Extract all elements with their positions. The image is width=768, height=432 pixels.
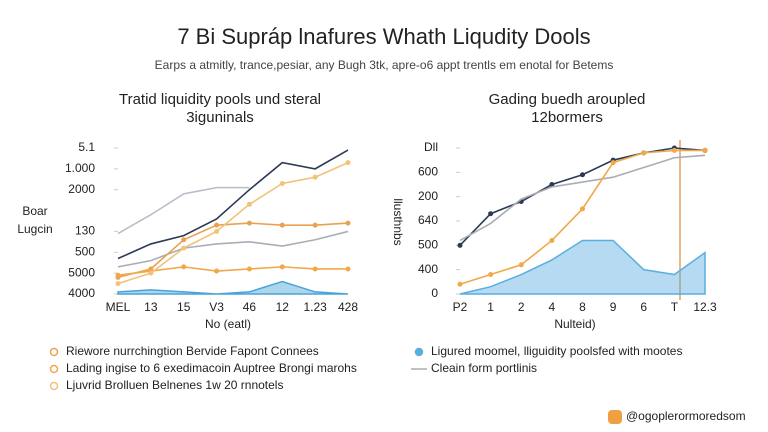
point <box>549 182 555 187</box>
legend-label: Ligured moomel, lliguidity poolsfed with… <box>431 344 682 358</box>
point <box>181 237 187 243</box>
y-axis-title: Lugcin <box>17 222 52 236</box>
line <box>117 149 349 260</box>
point <box>641 150 647 156</box>
area <box>117 280 349 295</box>
legend-swatch <box>49 364 59 374</box>
line <box>117 266 348 277</box>
x-tick-label: V3 <box>209 300 224 314</box>
x-tick-label: 4 <box>549 300 556 314</box>
y-tick-label: 4000 <box>68 286 95 300</box>
line <box>117 230 349 268</box>
x-tick-label: 1 <box>487 300 494 314</box>
point <box>345 220 351 226</box>
page-subtitle: Earps a atmitly, trance,pesiar, any Bugh… <box>155 58 614 72</box>
x-axis-title: No (eatl) <box>205 317 251 331</box>
point <box>457 281 463 287</box>
point <box>214 222 220 228</box>
x-tick-label: P2 <box>453 300 468 314</box>
y-tick-label: Dll <box>424 140 438 154</box>
point <box>279 180 285 186</box>
page-title: 7 Bi Supráp lnafures Whath Liqudity Dool… <box>177 24 590 49</box>
legend-label: Lading ingise to 6 exedimacoin Auptree B… <box>66 361 357 375</box>
point <box>345 266 351 272</box>
y-tick-label: 640 <box>418 213 438 227</box>
point <box>115 281 121 287</box>
y-tick-label: 5.1 <box>78 140 95 154</box>
point <box>671 147 677 153</box>
x-axis-title: Nulteid) <box>554 317 595 331</box>
line <box>117 186 250 235</box>
point <box>214 228 220 234</box>
point <box>279 264 285 270</box>
point <box>580 206 585 212</box>
point <box>312 174 318 180</box>
point <box>181 264 187 270</box>
x-tick-label: 15 <box>177 300 191 314</box>
point <box>181 245 187 251</box>
point <box>246 266 252 272</box>
point <box>702 147 708 153</box>
point <box>549 237 555 243</box>
point <box>488 272 494 278</box>
y-axis-title: Boar <box>22 204 47 218</box>
point <box>279 222 285 228</box>
chart-title: 3iguninals <box>186 109 254 126</box>
x-tick-label: 6 <box>640 300 647 314</box>
x-tick-label: 428 <box>338 300 358 314</box>
x-tick-label: 12.3 <box>693 300 717 314</box>
x-tick-label: 2 <box>518 300 525 314</box>
y-tick-label: 0 <box>431 286 438 300</box>
chart-title: Gading buedh aroupled <box>489 91 646 108</box>
x-tick-label: 46 <box>243 300 257 314</box>
point <box>457 242 463 248</box>
footer-icon <box>608 410 622 424</box>
point <box>580 172 585 178</box>
legend-swatch <box>414 347 424 357</box>
y-tick-label: 500 <box>75 244 95 258</box>
legend-label: Cleain form portlinis <box>431 361 537 375</box>
y-tick-label: 5000 <box>68 265 95 279</box>
point <box>345 160 351 166</box>
y-tick-label: 600 <box>418 165 438 179</box>
y-axis-title: llusthnbs <box>391 198 405 245</box>
x-tick-label: T <box>671 300 679 314</box>
chart-title: 12bormers <box>531 109 603 126</box>
y-tick-label: 400 <box>418 262 438 276</box>
legend-swatch <box>49 347 59 357</box>
x-tick-label: MEL <box>106 300 131 314</box>
legend-swatch <box>49 381 59 391</box>
point <box>518 262 524 268</box>
area <box>459 239 706 295</box>
point <box>246 201 252 207</box>
legend-label: Ljuvrid Brolluen Belnenes 1w 20 rnnotels <box>66 378 283 392</box>
y-tick-label: 1.000 <box>65 161 95 175</box>
point <box>610 160 616 166</box>
point <box>312 222 318 228</box>
x-tick-label: 12 <box>276 300 290 314</box>
line <box>117 222 349 279</box>
chart-title: Tratid liquidity pools und steral <box>119 91 321 108</box>
x-tick-label: 13 <box>144 300 158 314</box>
y-tick-label: 130 <box>75 224 95 238</box>
y-tick-label: 500 <box>418 238 438 252</box>
footer: @ogoplerormoredsom <box>626 409 746 423</box>
x-tick-label: 1.23 <box>303 300 327 314</box>
x-tick-label: 8 <box>579 300 586 314</box>
point <box>214 268 220 274</box>
legend-label: Riewore nurrchingtion Bervide Fapont Con… <box>66 344 319 358</box>
y-tick-label: 2000 <box>68 182 95 196</box>
point <box>312 266 318 272</box>
line <box>117 161 349 285</box>
line <box>459 154 706 242</box>
point <box>488 211 494 217</box>
point <box>246 220 252 226</box>
y-tick-label: 200 <box>418 189 438 203</box>
point <box>115 272 121 278</box>
point <box>148 270 154 276</box>
x-tick-label: 9 <box>610 300 617 314</box>
